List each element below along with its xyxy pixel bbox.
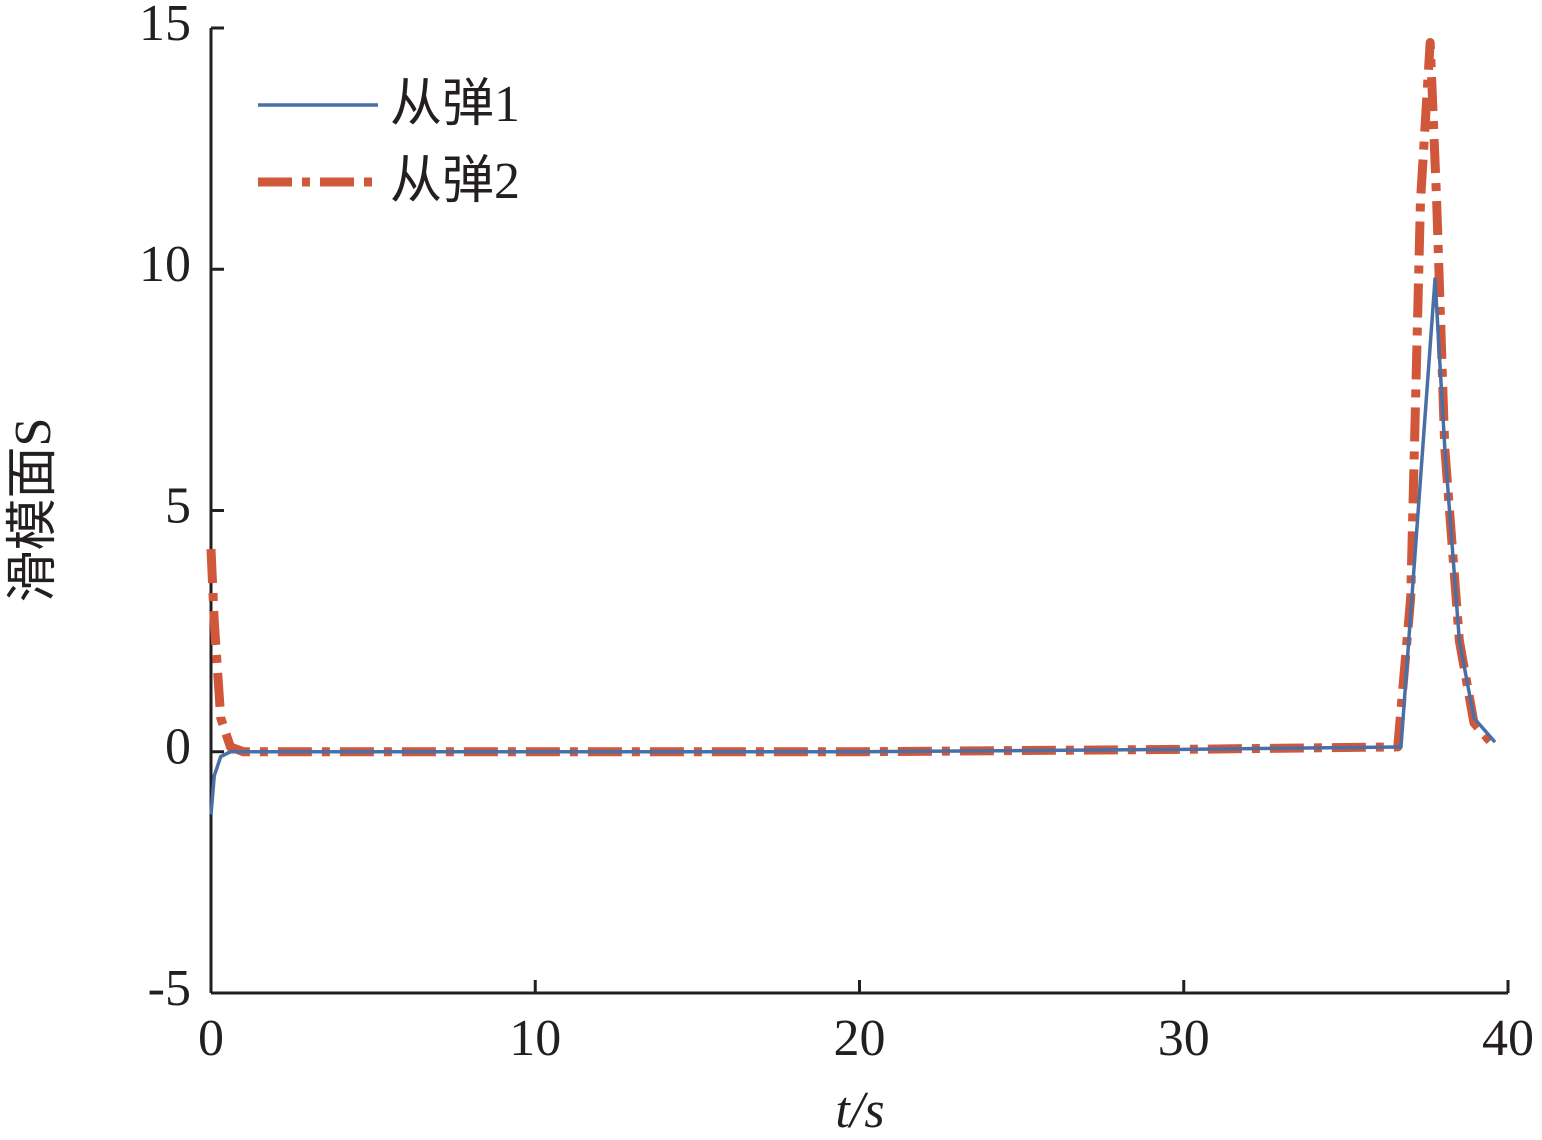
legend-label: 从弹2 — [390, 153, 520, 210]
x-axis-label: t/s — [835, 1082, 884, 1139]
x-tick-label: 0 — [198, 1010, 224, 1067]
y-tick-label: 10 — [139, 236, 191, 293]
x-tick-label: 30 — [1158, 1010, 1210, 1067]
x-tick-label: 20 — [834, 1010, 886, 1067]
y-tick-label: -5 — [148, 960, 191, 1017]
y-tick-label: 15 — [139, 0, 191, 52]
y-tick-label: 0 — [165, 719, 191, 776]
x-tick-label: 40 — [1482, 1010, 1534, 1067]
series-line — [206, 37, 1499, 757]
y-tick-label: 5 — [165, 477, 191, 534]
series-line — [209, 277, 1497, 815]
y-axis-label: 滑模面S — [5, 418, 62, 603]
legend-label: 从弹1 — [390, 76, 520, 133]
x-tick-label: 10 — [509, 1010, 561, 1067]
